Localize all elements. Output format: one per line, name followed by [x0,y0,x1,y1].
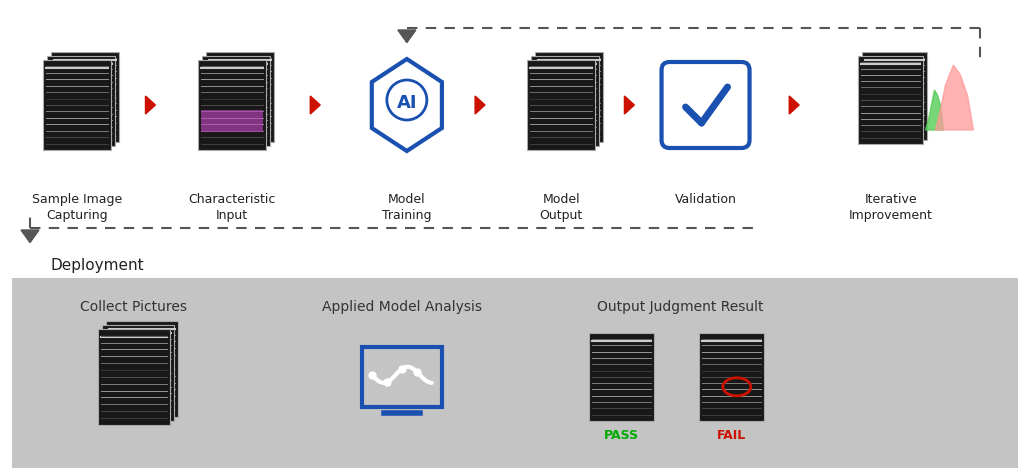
Polygon shape [145,96,156,114]
Text: Deployment: Deployment [50,258,143,273]
Polygon shape [935,65,973,130]
FancyBboxPatch shape [12,278,1018,468]
Text: PASS: PASS [605,429,640,442]
Polygon shape [310,96,320,114]
FancyBboxPatch shape [206,52,274,142]
Text: Characteristic
Input: Characteristic Input [188,193,275,222]
Text: Applied Model Analysis: Applied Model Analysis [321,300,482,314]
Text: Collect Pictures: Collect Pictures [80,300,187,314]
Text: Validation: Validation [675,193,736,206]
FancyBboxPatch shape [106,321,178,417]
Text: Output Judgment Result: Output Judgment Result [596,300,763,314]
Text: Iterative
Improvement: Iterative Improvement [849,193,933,222]
Text: Sample Image
Capturing: Sample Image Capturing [32,193,123,222]
FancyBboxPatch shape [858,56,924,144]
FancyBboxPatch shape [102,325,174,421]
Text: Model
Output: Model Output [540,193,583,222]
FancyBboxPatch shape [201,110,263,132]
FancyBboxPatch shape [43,60,111,150]
FancyBboxPatch shape [536,52,604,142]
FancyBboxPatch shape [531,56,599,146]
Polygon shape [398,30,416,42]
Polygon shape [624,96,634,114]
FancyBboxPatch shape [52,52,119,142]
Text: FAIL: FAIL [717,429,747,442]
Polygon shape [789,96,799,114]
FancyBboxPatch shape [699,333,764,421]
Polygon shape [21,230,39,243]
FancyBboxPatch shape [198,60,266,150]
FancyBboxPatch shape [862,52,927,140]
FancyBboxPatch shape [362,347,442,407]
Text: Model
Training: Model Training [382,193,432,222]
FancyBboxPatch shape [589,333,654,421]
FancyBboxPatch shape [202,56,270,146]
FancyBboxPatch shape [98,329,170,425]
Text: AI: AI [397,94,417,112]
Polygon shape [925,90,943,130]
FancyBboxPatch shape [47,56,115,146]
Polygon shape [475,96,485,114]
FancyBboxPatch shape [527,60,595,150]
